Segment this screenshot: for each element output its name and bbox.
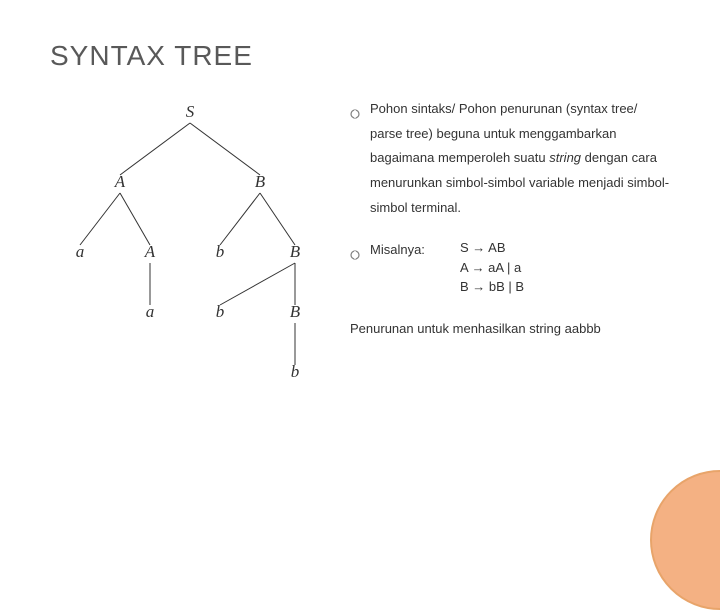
svg-text:A: A xyxy=(144,242,156,261)
svg-text:S: S xyxy=(186,102,195,121)
svg-text:b: b xyxy=(216,302,225,321)
slide-title: SYNTAX TREE xyxy=(50,40,670,72)
svg-text:B: B xyxy=(255,172,266,191)
slide-container: SYNTAX TREE S A Ba Ab Ba b Bb Pohon sintaks/ P… xyxy=(0,0,720,540)
bullet-2: Misalnya: S → AB A → aA | a B → bB | B xyxy=(350,238,670,297)
text-column: Pohon sintaks/ Pohon penurunan (syntax t… xyxy=(350,97,670,412)
svg-text:a: a xyxy=(76,242,85,261)
bullet-icon xyxy=(350,244,360,269)
grammar-rule-1: S → AB xyxy=(460,238,524,258)
svg-text:b: b xyxy=(216,242,225,261)
content-row: S A Ba Ab Ba b Bb Pohon sintaks/ Pohon penurun… xyxy=(50,97,670,412)
bullet-1: Pohon sintaks/ Pohon penurunan (syntax t… xyxy=(350,97,670,220)
tree-column: S A Ba Ab Ba b Bb xyxy=(50,97,330,412)
grammar-rules: S → AB A → aA | a B → bB | B xyxy=(460,238,524,297)
title-text: SYNTAX TREE xyxy=(50,40,253,71)
svg-text:A: A xyxy=(114,172,126,191)
syntax-tree-diagram: S A Ba Ab Ba b Bb xyxy=(50,97,330,407)
derivation-footer: Penurunan untuk menhasilkan string aabbb xyxy=(350,317,670,342)
svg-text:B: B xyxy=(290,242,301,261)
bullet-1-text: Pohon sintaks/ Pohon penurunan (syntax t… xyxy=(370,97,670,220)
corner-decoration xyxy=(650,470,720,610)
bullet-icon xyxy=(350,103,360,128)
svg-text:B: B xyxy=(290,302,301,321)
example-label: Misalnya: xyxy=(370,238,450,263)
svg-text:a: a xyxy=(146,302,155,321)
grammar-rule-2: A → aA | a xyxy=(460,258,524,278)
svg-text:b: b xyxy=(291,362,300,381)
grammar-rule-3: B → bB | B xyxy=(460,277,524,297)
